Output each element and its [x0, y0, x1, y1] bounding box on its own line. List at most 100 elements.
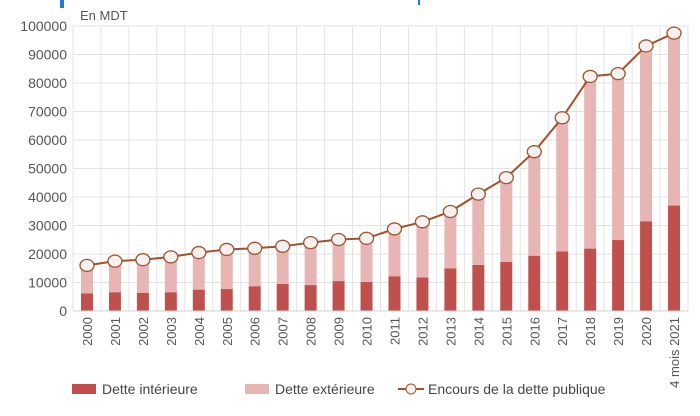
x-tick-label: 4 mois 2021 — [667, 317, 682, 388]
point-encours — [107, 254, 123, 268]
x-tick-label: 2002 — [136, 317, 151, 346]
point-encours — [582, 69, 598, 84]
x-tick-label: 2000 — [80, 317, 95, 346]
bar-dette-interieure — [248, 286, 261, 311]
bar-dette-interieure — [80, 293, 93, 311]
bar-dette-exterieure — [220, 249, 233, 290]
x-tick-label: 2007 — [276, 317, 291, 346]
legend-swatch-exterieure — [245, 384, 269, 394]
point-encours — [610, 66, 626, 81]
x-tick-label: 2015 — [499, 317, 514, 346]
x-tick-label: 2003 — [164, 317, 179, 346]
bar-dette-exterieure — [304, 242, 317, 286]
x-tick-label: 2017 — [555, 317, 570, 346]
y-tick-label: 100000 — [20, 18, 67, 34]
bar-dette-exterieure — [248, 248, 261, 287]
bar-dette-exterieure — [640, 45, 653, 222]
point-encours — [442, 204, 459, 219]
point-encours — [275, 239, 291, 253]
bar-dette-interieure — [500, 261, 513, 311]
y-tick-label: 60000 — [28, 132, 67, 148]
bar-dette-exterieure — [192, 252, 205, 290]
title-fragment-right — [418, 0, 420, 5]
y-tick-label: 10000 — [28, 275, 67, 291]
x-tick-label: 2018 — [583, 317, 598, 346]
point-encours — [386, 222, 403, 236]
y-tick-label: 50000 — [28, 161, 67, 177]
bar-dette-interieure — [584, 248, 597, 311]
legend-swatch-interieure — [72, 384, 96, 394]
bar-dette-interieure — [360, 281, 373, 311]
bar-dette-exterieure — [472, 194, 485, 265]
bar-dette-interieure — [528, 255, 541, 311]
x-tick-label: 2009 — [332, 317, 347, 346]
bar-dette-interieure — [220, 289, 233, 311]
bar-dette-exterieure — [332, 239, 345, 282]
bar-dette-interieure — [612, 240, 625, 311]
point-encours — [330, 232, 347, 247]
bar-dette-exterieure — [108, 261, 121, 293]
point-encours — [163, 250, 179, 264]
point-encours — [219, 242, 235, 257]
bar-dette-interieure — [332, 281, 345, 311]
y-tick-label: 20000 — [28, 246, 67, 262]
bar-dette-interieure — [640, 221, 653, 311]
y-tick-label: 40000 — [28, 189, 67, 205]
point-encours — [79, 258, 95, 273]
y-tick-label: 0 — [59, 303, 67, 319]
point-encours — [526, 145, 542, 159]
bar-dette-exterieure — [528, 151, 541, 256]
x-tick-label: 2008 — [304, 317, 319, 346]
bar-dette-exterieure — [416, 221, 429, 278]
x-tick-label: 2006 — [248, 317, 263, 346]
point-encours — [498, 170, 514, 185]
x-tick-label: 2012 — [415, 317, 430, 346]
point-encours — [302, 235, 319, 250]
bar-dette-exterieure — [500, 177, 513, 262]
legend-marker-encours — [405, 383, 417, 395]
bar-dette-interieure — [556, 251, 569, 311]
bar-dette-exterieure — [388, 228, 401, 277]
bar-dette-exterieure — [612, 73, 625, 241]
x-tick-label: 2004 — [192, 317, 207, 346]
bar-dette-exterieure — [668, 33, 681, 206]
x-tick-label: 2019 — [611, 317, 626, 346]
point-encours — [358, 231, 375, 245]
bar-dette-interieure — [416, 277, 429, 311]
point-encours — [191, 245, 207, 260]
title-fragment-left — [60, 0, 64, 8]
point-encours — [554, 111, 570, 125]
y-tick-label: 90000 — [28, 47, 67, 63]
line-encours — [86, 32, 675, 267]
point-encours — [247, 241, 263, 255]
bar-dette-exterieure — [136, 259, 149, 293]
bar-dette-exterieure — [444, 211, 457, 269]
point-encours — [470, 187, 486, 201]
bar-dette-interieure — [444, 268, 457, 311]
bar-dette-exterieure — [164, 256, 177, 293]
x-tick-label: 2013 — [443, 317, 458, 346]
bar-dette-interieure — [164, 292, 177, 311]
x-tick-label: 2010 — [360, 317, 375, 346]
bar-dette-interieure — [276, 283, 289, 311]
point-encours — [414, 215, 431, 229]
unit-label: En MDT — [80, 8, 128, 23]
y-tick-label: 30000 — [28, 218, 67, 234]
bar-dette-interieure — [304, 285, 317, 311]
bar-dette-exterieure — [360, 238, 373, 282]
bar-dette-exterieure — [584, 76, 597, 249]
bar-dette-interieure — [472, 264, 485, 311]
bar-dette-exterieure — [276, 246, 289, 284]
y-tick-label: 80000 — [28, 75, 67, 91]
bar-dette-interieure — [668, 205, 681, 311]
legend-label-interieure: Dette intérieure — [102, 381, 198, 397]
bar-dette-interieure — [388, 276, 401, 311]
bar-dette-interieure — [108, 292, 121, 311]
x-tick-label: 2001 — [108, 317, 123, 346]
legend-label-exterieure: Dette extérieure — [275, 381, 375, 397]
x-tick-label: 2016 — [527, 317, 542, 346]
x-tick-label: 2020 — [639, 317, 654, 346]
point-encours — [135, 253, 151, 267]
